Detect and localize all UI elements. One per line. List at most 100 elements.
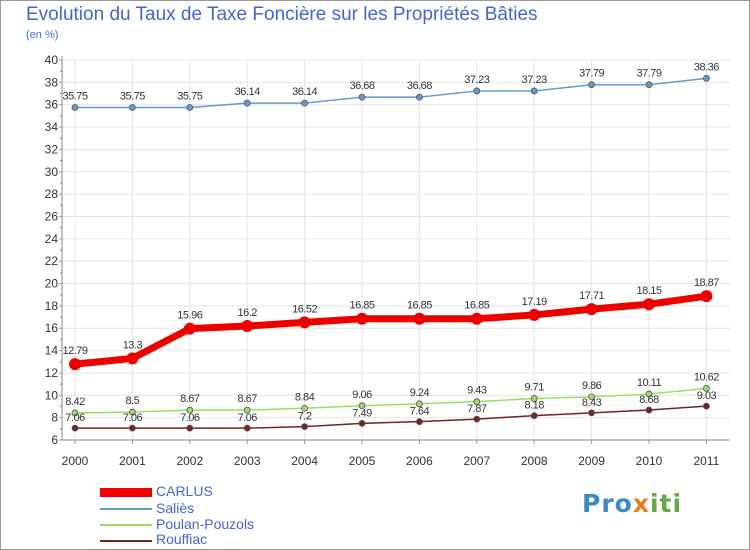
legend-label-rouffiac: Rouffiac bbox=[156, 531, 208, 547]
x-tick-label: 2010 bbox=[636, 454, 663, 468]
series-line-sali-s bbox=[75, 77, 707, 109]
legend-swatch-carlus bbox=[100, 488, 152, 497]
data-point-carlus bbox=[585, 303, 598, 316]
data-label-rouffiac: 9.03 bbox=[697, 390, 717, 402]
data-label-carlus: 16.85 bbox=[407, 300, 432, 312]
data-point-poulan-pouzols bbox=[415, 400, 423, 408]
data-label-carlus: 16.85 bbox=[349, 300, 374, 312]
y-tick-label: 40 bbox=[45, 53, 59, 67]
data-point-carlus bbox=[528, 308, 541, 321]
data-point-poulan-pouzols bbox=[71, 409, 79, 417]
data-point-poulan-pouzols bbox=[473, 398, 481, 406]
data-point-poulan-pouzols bbox=[703, 384, 710, 392]
data-point-poulan-pouzols bbox=[530, 395, 538, 402]
data-label-sali-s: 37.23 bbox=[464, 74, 489, 86]
data-label-carlus: 13.3 bbox=[123, 339, 143, 351]
y-tick-label: 34 bbox=[45, 120, 59, 134]
data-label-sali-s: 37.79 bbox=[579, 68, 604, 80]
x-tick-label: 2002 bbox=[176, 454, 203, 468]
x-tick-label: 2009 bbox=[578, 454, 605, 468]
data-point-carlus bbox=[470, 312, 483, 325]
y-tick-label: 38 bbox=[45, 75, 59, 89]
data-point-poulan-pouzols bbox=[301, 404, 309, 412]
y-tick-label: 10 bbox=[45, 388, 59, 402]
data-point-rouffiac bbox=[703, 402, 710, 410]
data-point-rouffiac bbox=[473, 415, 481, 423]
data-label-rouffiac: 8.68 bbox=[639, 394, 659, 406]
data-label-carlus: 16.2 bbox=[237, 307, 257, 319]
data-label-carlus: 17.71 bbox=[579, 290, 604, 302]
series-lines bbox=[69, 74, 713, 432]
data-point-sali-s bbox=[645, 81, 653, 89]
data-point-carlus bbox=[356, 312, 368, 325]
data-label-carlus: 16.85 bbox=[464, 300, 489, 312]
data-label-sali-s: 36.68 bbox=[407, 80, 432, 92]
data-label-poulan-pouzols: 9.43 bbox=[467, 385, 487, 397]
data-label-sali-s: 36.14 bbox=[235, 86, 260, 98]
data-label-poulan-pouzols: 8.42 bbox=[65, 396, 85, 408]
x-tick-label: 2005 bbox=[349, 454, 376, 468]
data-point-rouffiac bbox=[530, 412, 538, 420]
data-point-sali-s bbox=[128, 104, 136, 111]
data-point-sali-s bbox=[301, 99, 309, 107]
data-label-sali-s: 36.14 bbox=[292, 86, 317, 98]
y-tick-label: 8 bbox=[51, 411, 58, 425]
data-label-sali-s: 35.75 bbox=[177, 91, 202, 103]
legend-label-salies: Saliès bbox=[156, 500, 195, 516]
data-label-sali-s: 35.75 bbox=[120, 91, 145, 103]
data-labels: 12.79 13.3 15.96 16.2 16.52 16.85 16.85 16.85 17… bbox=[62, 61, 719, 424]
data-point-sali-s bbox=[186, 104, 194, 111]
x-tick-label: 2007 bbox=[463, 454, 490, 468]
legend-swatch-salies bbox=[100, 508, 152, 510]
data-label-carlus: 12.79 bbox=[62, 345, 87, 357]
x-tick-label: 2001 bbox=[119, 454, 146, 468]
data-point-poulan-pouzols bbox=[243, 406, 251, 414]
data-point-carlus bbox=[643, 298, 655, 311]
data-point-poulan-pouzols bbox=[358, 402, 366, 410]
data-point-sali-s bbox=[588, 81, 595, 89]
data-point-poulan-pouzols bbox=[645, 390, 653, 398]
y-tick-label: 18 bbox=[45, 299, 59, 313]
data-label-rouffiac: 7.06 bbox=[180, 412, 200, 424]
data-point-rouffiac bbox=[358, 419, 366, 427]
y-tick-label: 28 bbox=[45, 187, 59, 201]
data-label-poulan-pouzols: 8.67 bbox=[237, 393, 257, 405]
data-point-sali-s bbox=[473, 87, 481, 95]
data-point-rouffiac bbox=[186, 424, 194, 432]
y-tick-label: 6 bbox=[51, 433, 58, 447]
data-label-sali-s: 38.36 bbox=[694, 61, 719, 73]
x-tick-label: 2008 bbox=[521, 454, 548, 468]
data-point-rouffiac bbox=[588, 409, 595, 417]
data-point-rouffiac bbox=[415, 418, 423, 426]
data-point-sali-s bbox=[358, 93, 366, 101]
data-point-rouffiac bbox=[645, 406, 653, 414]
data-label-rouffiac: 7.49 bbox=[352, 407, 372, 419]
data-point-carlus bbox=[241, 320, 254, 332]
series-line-carlus bbox=[74, 292, 707, 368]
series-line-poulan-pouzols bbox=[74, 387, 707, 414]
y-axis-unit-label: (en %) bbox=[26, 29, 59, 41]
data-label-poulan-pouzols: 10.62 bbox=[694, 371, 719, 383]
data-point-sali-s bbox=[530, 87, 538, 95]
data-label-poulan-pouzols: 9.06 bbox=[352, 389, 372, 401]
data-point-sali-s bbox=[703, 74, 710, 82]
legend-swatch-poulan-pouzols bbox=[100, 524, 152, 526]
proxiti-logo: Proxiti bbox=[582, 489, 683, 518]
y-tick-label: 30 bbox=[45, 165, 59, 179]
data-point-poulan-pouzols bbox=[128, 408, 136, 416]
data-point-carlus bbox=[183, 322, 196, 335]
data-label-poulan-pouzols: 9.24 bbox=[410, 387, 430, 399]
data-point-carlus bbox=[69, 358, 81, 371]
y-tick-label: 22 bbox=[45, 254, 59, 268]
series-line-rouffiac bbox=[75, 405, 707, 429]
data-label-carlus: 16.52 bbox=[292, 303, 317, 315]
data-point-rouffiac bbox=[71, 424, 79, 432]
y-tick-label: 20 bbox=[45, 277, 59, 291]
data-label-sali-s: 37.23 bbox=[522, 74, 547, 86]
data-label-sali-s: 37.79 bbox=[636, 68, 661, 80]
x-tick-label: 2004 bbox=[291, 454, 318, 468]
y-tick-label: 24 bbox=[45, 232, 59, 246]
data-label-poulan-pouzols: 8.67 bbox=[180, 393, 200, 405]
x-tick-label: 2003 bbox=[234, 454, 261, 468]
